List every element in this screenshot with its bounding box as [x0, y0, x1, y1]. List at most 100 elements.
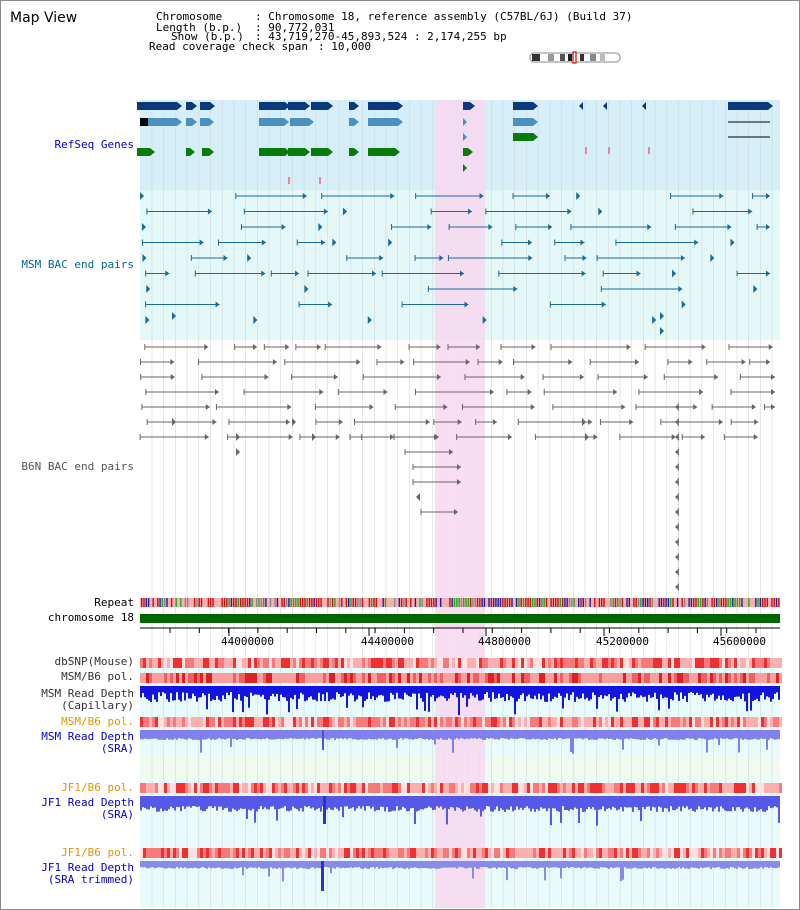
heatmap-cell [419, 658, 422, 668]
heatmap-cell [779, 783, 782, 793]
heatmap-cell [446, 848, 449, 858]
heatmap-cell [266, 848, 269, 858]
heatmap-cell [311, 658, 314, 668]
refseq-gene-row4-strand [209, 148, 214, 156]
read-depth-spike [322, 730, 324, 750]
read-depth-bar [216, 730, 218, 740]
repeat-element [601, 598, 603, 607]
read-depth-bar [168, 686, 170, 702]
read-depth-bar [630, 686, 632, 697]
heatmap-cell [452, 658, 455, 668]
refseq-gene-row3-strand [533, 133, 538, 141]
repeat-element [702, 598, 704, 607]
read-depth-bar [524, 686, 526, 702]
msm-bac-end [141, 223, 146, 231]
b6n-bac-pair-head [170, 359, 175, 365]
read-depth-bar [254, 730, 256, 739]
heatmap-cell [779, 673, 782, 683]
read-depth-bar [532, 796, 534, 809]
read-depth-bar [740, 686, 742, 700]
read-depth-bar [352, 686, 354, 696]
heatmap-cell [665, 848, 668, 858]
label-refseq-genes[interactable]: RefSeq Genes [54, 138, 134, 151]
read-depth-bar [296, 730, 298, 739]
read-depth-bar [486, 730, 488, 739]
repeat-element [619, 598, 621, 607]
read-depth-bar [478, 796, 480, 810]
refseq-gene-row2-exon [259, 118, 284, 126]
read-depth-bar [196, 730, 198, 740]
read-depth-bar [756, 686, 758, 699]
read-depth-bar [546, 796, 548, 812]
read-depth-bar [150, 686, 152, 702]
heatmap-cell [416, 658, 419, 668]
heatmap-cell [479, 717, 482, 727]
read-depth-bar [358, 686, 360, 696]
read-depth-bar [626, 861, 628, 869]
b6n-bac-pairs-track[interactable] [139, 344, 775, 591]
read-depth-bar [208, 730, 210, 739]
selection-highlight[interactable] [435, 100, 485, 908]
read-depth-bar [744, 730, 746, 739]
read-depth-bar [692, 861, 694, 868]
read-depth-bar [252, 730, 254, 740]
repeat-element [244, 598, 246, 607]
label-b6n-bac[interactable]: B6N BAC end pairs [21, 460, 134, 473]
read-depth-bar [152, 730, 154, 739]
read-depth-bar [676, 796, 678, 809]
read-depth-bar [276, 730, 278, 740]
heatmap-cell [485, 783, 488, 793]
read-depth-bar [500, 686, 502, 698]
heatmap-cell [560, 848, 563, 858]
heatmap-cell [323, 783, 326, 793]
repeat-element [334, 598, 336, 607]
read-depth-bar [576, 861, 578, 868]
repeat-track [140, 598, 780, 607]
refseq-genes-track[interactable] [137, 102, 773, 184]
heatmap-cell [677, 673, 680, 683]
read-depth-bar [342, 861, 344, 868]
heatmap-cell [497, 717, 500, 727]
heatmap-cell [659, 783, 662, 793]
read-depth-bar [576, 796, 578, 809]
msm-bac-end [367, 316, 372, 324]
read-depth-bar [656, 730, 658, 740]
read-depth-bar [146, 796, 148, 810]
heatmap-cell [716, 717, 719, 727]
read-depth-bar [244, 686, 246, 697]
repeat-element [210, 598, 212, 607]
chromosome-ideogram[interactable] [529, 51, 621, 64]
repeat-element [440, 598, 442, 607]
read-depth-bar [568, 861, 570, 869]
read-depth-bar [724, 730, 726, 739]
heatmap-cell [338, 783, 341, 793]
refseq-mark-pink [288, 177, 290, 184]
refseq-gene-row1-exon [463, 102, 470, 110]
heatmap-cell [617, 673, 620, 683]
read-depth-bar [348, 686, 350, 696]
heatmap-cell [386, 658, 389, 668]
read-depth-bar [526, 730, 528, 740]
read-depth-bar [708, 730, 710, 740]
read-depth-bar [602, 686, 604, 699]
heatmap-cell [695, 673, 698, 683]
read-depth-bar [270, 861, 272, 868]
heatmap-cell [491, 673, 494, 683]
read-depth-bar [750, 861, 752, 869]
heatmap-cell [650, 673, 653, 683]
read-depth-bar [560, 686, 562, 696]
heatmap-cell [263, 658, 266, 668]
read-depth-bar [406, 686, 408, 695]
read-depth-bar [726, 796, 728, 812]
read-depth-bar [468, 730, 470, 740]
read-depth-bar [418, 686, 420, 694]
read-depth-bar [418, 861, 420, 869]
heatmap-cell [224, 717, 227, 727]
read-depth-bar [680, 796, 682, 812]
heatmap-cell [473, 658, 476, 668]
msm-bac-pairs-track[interactable] [140, 192, 770, 335]
read-depth-bar [194, 686, 196, 697]
label-msm-bac[interactable]: MSM BAC end pairs [21, 258, 134, 271]
heatmap-cell [752, 848, 755, 858]
